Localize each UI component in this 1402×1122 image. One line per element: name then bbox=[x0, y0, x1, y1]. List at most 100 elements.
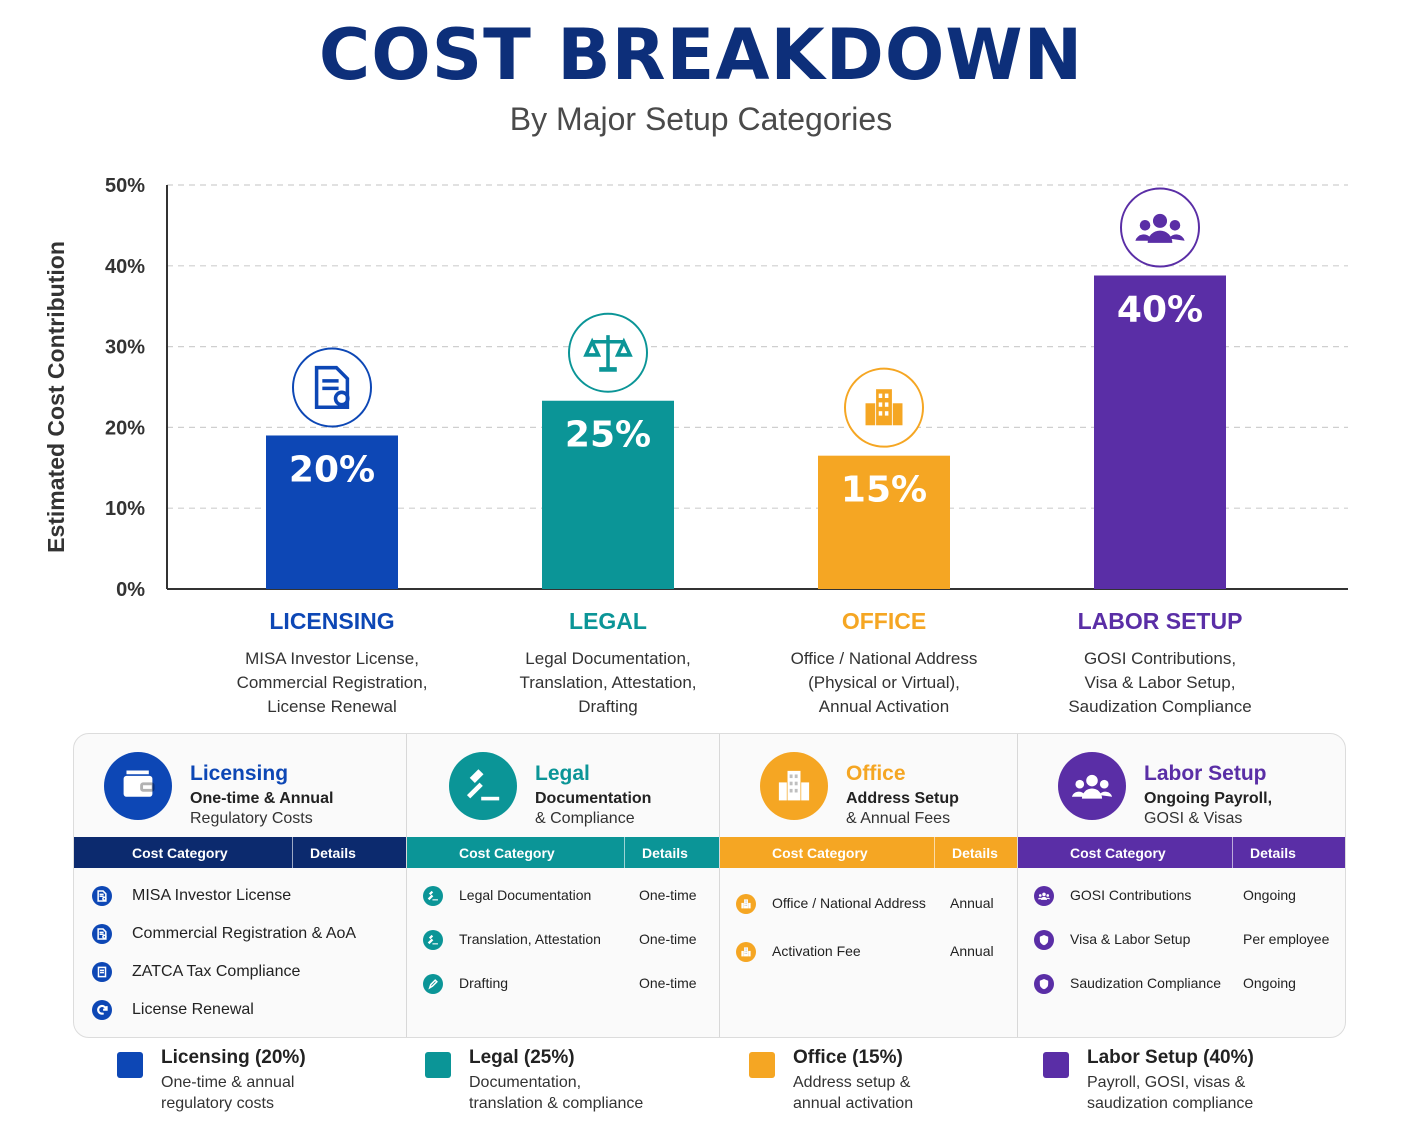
panel-subtitle-2: Regulatory Costs bbox=[190, 810, 313, 827]
category-name: LICENSING bbox=[269, 608, 395, 634]
panel-header: Legal Documentation & Compliance bbox=[407, 748, 719, 838]
bar bbox=[542, 400, 674, 589]
table-row: Visa & Labor Setup Per employee bbox=[1018, 926, 1345, 956]
row-label: Translation, Attestation bbox=[459, 931, 601, 947]
group-icon bbox=[1034, 886, 1054, 906]
column-divider bbox=[624, 837, 625, 868]
legend-title: Labor Setup (40%) bbox=[1087, 1047, 1254, 1068]
page-subtitle: By Major Setup Categories bbox=[509, 101, 893, 137]
certificate-icon bbox=[292, 347, 372, 428]
row-label: Commercial Registration & AoA bbox=[132, 925, 357, 942]
scales-icon bbox=[568, 312, 648, 393]
row-detail: Ongoing bbox=[1243, 975, 1296, 991]
column-header-category: Cost Category bbox=[459, 845, 555, 861]
group-icon bbox=[1120, 187, 1200, 268]
pen-icon bbox=[423, 974, 443, 994]
y-tick-label: 0% bbox=[116, 579, 145, 600]
document-icon bbox=[92, 886, 112, 906]
row-label: ZATCA Tax Compliance bbox=[132, 963, 301, 980]
column-header-category: Cost Category bbox=[772, 845, 868, 861]
bar bbox=[818, 455, 950, 589]
row-detail: One-time bbox=[639, 887, 697, 903]
panel-legal: Legal Documentation & Compliance Cost Categ… bbox=[407, 734, 720, 1037]
legend-title: Office (15%) bbox=[793, 1047, 903, 1068]
building-icon bbox=[736, 942, 756, 962]
group-icon bbox=[1058, 752, 1126, 820]
panel-office: Office Address Setup & Annual Fees Cost Cat… bbox=[720, 734, 1018, 1037]
table-row: Legal Documentation One-time bbox=[407, 882, 719, 912]
document-icon bbox=[92, 924, 112, 944]
row-detail: One-time bbox=[639, 931, 697, 947]
category-description: Legal Documentation, Translation, Attest… bbox=[519, 649, 697, 716]
category-name: OFFICE bbox=[841, 608, 927, 634]
bar-chart: Estimated Cost Contribution 0% 10% 20% 30% 40… bbox=[43, 175, 1348, 600]
row-detail: Ongoing bbox=[1243, 887, 1296, 903]
category-name: LABOR SETUP bbox=[1077, 608, 1243, 634]
panel-subtitle-2: & Annual Fees bbox=[846, 810, 951, 827]
category-description: Office / National Address (Physical or V… bbox=[790, 649, 978, 716]
table-header: Cost Category Details bbox=[407, 837, 719, 868]
building-icon bbox=[844, 367, 924, 448]
cost-detail-panel: Licensing One-time & Annual Regulatory Cos… bbox=[73, 733, 1346, 1038]
bar-value-label: 20% bbox=[289, 449, 375, 490]
gavel-icon bbox=[423, 930, 443, 950]
legend-description: Documentation, translation & compliance bbox=[469, 1074, 644, 1112]
category-label-licensing: LICENSING MISA Investor License, Commerci… bbox=[182, 608, 482, 719]
panel-header: Office Address Setup & Annual Fees bbox=[720, 748, 1017, 838]
category-name: LEGAL bbox=[569, 608, 647, 634]
row-detail: Annual bbox=[950, 895, 994, 911]
column-divider bbox=[1232, 837, 1233, 868]
row-label: Saudization Compliance bbox=[1070, 975, 1221, 991]
table-row: Commercial Registration & AoA bbox=[74, 920, 406, 950]
column-header-category: Cost Category bbox=[132, 845, 228, 861]
row-label: Visa & Labor Setup bbox=[1070, 931, 1191, 947]
gavel-icon bbox=[449, 752, 517, 820]
panel-licensing: Licensing One-time & Annual Regulatory Cos… bbox=[74, 734, 407, 1037]
y-tick-label: 10% bbox=[105, 498, 145, 520]
column-header-details: Details bbox=[642, 845, 688, 861]
panel-header: Labor Setup Ongoing Payroll, GOSI & Visas bbox=[1018, 748, 1345, 838]
column-header-details: Details bbox=[1250, 845, 1296, 861]
category-label-office: OFFICE Office / National Address (Physica… bbox=[734, 608, 1034, 719]
y-axis-label: Estimated Cost Contribution bbox=[43, 241, 69, 553]
column-header-details: Details bbox=[310, 845, 356, 861]
row-label: Drafting bbox=[459, 975, 509, 991]
legend-description: Payroll, GOSI, visas & saudization compl… bbox=[1087, 1074, 1254, 1112]
table-row: ZATCA Tax Compliance bbox=[74, 958, 406, 988]
legend-swatch bbox=[117, 1052, 143, 1078]
column-divider bbox=[292, 837, 293, 868]
table-header: Cost Category Details bbox=[720, 837, 1017, 868]
panel-subtitle-2: & Compliance bbox=[535, 810, 635, 827]
shield-icon bbox=[1034, 974, 1054, 994]
y-tick-label: 50% bbox=[105, 175, 145, 197]
row-detail: Annual bbox=[950, 943, 994, 959]
table-row: Translation, Attestation One-time bbox=[407, 926, 719, 956]
table-row: GOSI Contributions Ongoing bbox=[1018, 882, 1345, 912]
table-row: Saudization Compliance Ongoing bbox=[1018, 970, 1345, 1000]
row-label: Office / National Address bbox=[772, 895, 926, 911]
building-icon bbox=[760, 752, 828, 820]
table-row: License Renewal bbox=[74, 996, 406, 1026]
row-label: MISA Investor License bbox=[132, 887, 292, 904]
building-icon bbox=[736, 894, 756, 914]
column-header-details: Details bbox=[952, 845, 998, 861]
legend-swatch bbox=[1043, 1052, 1069, 1078]
bar-value-label: 40% bbox=[1117, 289, 1203, 330]
bar bbox=[266, 435, 398, 589]
refresh-icon bbox=[92, 1000, 112, 1020]
bar-value-label: 15% bbox=[841, 470, 927, 511]
category-label-labor-setup: LABOR SETUP GOSI Contributions, Visa & La… bbox=[1010, 608, 1310, 719]
column-header-category: Cost Category bbox=[1070, 845, 1166, 861]
bar bbox=[1094, 275, 1226, 589]
row-detail: One-time bbox=[639, 975, 697, 991]
category-label-legal: LEGAL Legal Documentation, Translation, A… bbox=[458, 608, 758, 719]
panel-subtitle: Ongoing Payroll, bbox=[1144, 790, 1273, 807]
legend-swatch bbox=[425, 1052, 451, 1078]
gavel-icon bbox=[423, 886, 443, 906]
category-description: GOSI Contributions, Visa & Labor Setup, … bbox=[1068, 649, 1252, 716]
row-detail: Per employee bbox=[1243, 931, 1330, 947]
wallet-icon bbox=[104, 752, 172, 820]
panel-title: Legal bbox=[535, 762, 590, 785]
y-tick-label: 30% bbox=[105, 337, 145, 359]
row-label: Legal Documentation bbox=[459, 887, 592, 903]
